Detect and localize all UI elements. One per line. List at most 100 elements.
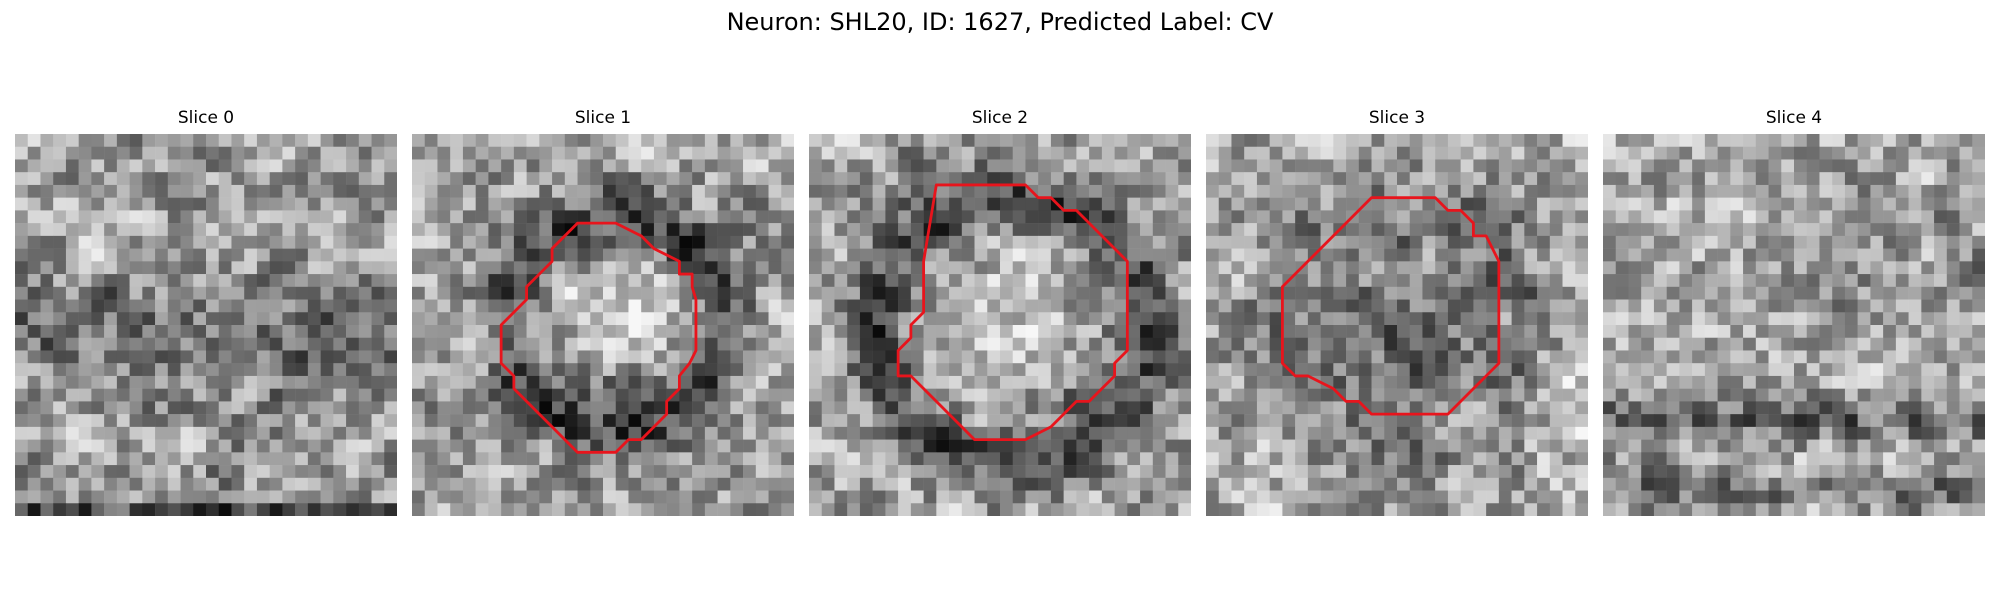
image-pixel <box>859 312 873 326</box>
image-pixel <box>1178 172 1191 186</box>
image-pixel <box>1486 452 1500 466</box>
image-pixel <box>834 350 848 364</box>
image-pixel <box>1653 146 1667 160</box>
image-pixel <box>155 299 169 313</box>
image-pixel <box>898 299 912 313</box>
image-pixel <box>1755 274 1769 288</box>
image-pixel <box>1883 350 1897 364</box>
image-pixel <box>615 299 629 313</box>
image-pixel <box>1101 184 1115 198</box>
image-pixel <box>1895 159 1909 173</box>
image-pixel <box>307 197 321 211</box>
image-pixel <box>1641 401 1655 415</box>
image-pixel <box>1603 286 1616 300</box>
image-pixel <box>1895 375 1909 389</box>
image-pixel <box>1666 490 1680 504</box>
image-pixel <box>577 146 591 160</box>
image-pixel <box>1537 274 1551 288</box>
image-pixel <box>1486 159 1500 173</box>
image-pixel <box>193 286 207 300</box>
image-pixel <box>1165 465 1179 479</box>
image-pixel <box>295 261 309 275</box>
image-pixel <box>1692 274 1706 288</box>
image-pixel <box>155 452 169 466</box>
image-pixel <box>1498 325 1512 338</box>
image-pixel <box>1857 477 1871 491</box>
image-pixel <box>1447 503 1461 516</box>
image-pixel <box>1447 452 1461 466</box>
image-pixel <box>1244 465 1258 479</box>
image-pixel <box>1498 401 1512 415</box>
image-pixel <box>371 286 385 300</box>
image-pixel <box>513 426 527 440</box>
image-pixel <box>1152 426 1166 440</box>
image-pixel <box>526 197 540 211</box>
image-pixel <box>552 388 566 402</box>
image-pixel <box>641 325 655 338</box>
image-pixel <box>1511 388 1525 402</box>
image-pixel <box>1165 146 1179 160</box>
image-pixel <box>539 490 553 504</box>
image-pixel <box>320 503 334 516</box>
image-pixel <box>1307 299 1321 313</box>
image-pixel <box>1473 312 1487 326</box>
image-pixel <box>320 223 334 237</box>
image-pixel <box>450 375 464 389</box>
image-pixel <box>1012 452 1026 466</box>
image-pixel <box>1422 210 1436 224</box>
image-pixel <box>809 235 822 249</box>
image-pixel <box>1076 375 1090 389</box>
image-pixel <box>1946 261 1960 275</box>
image-pixel <box>1537 439 1551 453</box>
image-pixel <box>590 337 604 351</box>
image-pixel <box>1346 223 1360 237</box>
image-pixel <box>231 134 245 147</box>
image-pixel <box>437 426 451 440</box>
image-pixel <box>679 439 693 453</box>
image-pixel <box>961 477 975 491</box>
image-pixel <box>781 363 794 377</box>
image-pixel <box>923 261 937 275</box>
image-pixel <box>65 210 79 224</box>
image-pixel <box>1346 401 1360 415</box>
image-pixel <box>603 363 616 377</box>
image-pixel <box>1012 490 1026 504</box>
image-pixel <box>1165 477 1179 491</box>
image-pixel <box>104 223 118 237</box>
image-pixel <box>1397 210 1410 224</box>
image-pixel <box>1537 350 1551 364</box>
image-pixel <box>1819 465 1833 479</box>
image-pixel <box>15 414 28 428</box>
image-pixel <box>1295 134 1309 147</box>
image-pixel <box>666 235 680 249</box>
image-pixel <box>180 286 194 300</box>
image-pixel <box>91 299 105 313</box>
slice-image-0 <box>15 134 397 516</box>
image-pixel <box>1704 235 1718 249</box>
image-pixel <box>1921 439 1935 453</box>
image-pixel <box>1089 286 1103 300</box>
image-pixel <box>1333 274 1347 288</box>
image-pixel <box>1218 312 1232 326</box>
image-pixel <box>450 172 464 186</box>
image-pixel <box>1165 388 1179 402</box>
image-pixel <box>450 146 464 160</box>
image-pixel <box>15 312 28 326</box>
image-pixel <box>910 363 924 377</box>
image-pixel <box>1755 439 1769 453</box>
image-pixel <box>1819 146 1833 160</box>
image-pixel <box>1934 426 1948 440</box>
image-pixel <box>577 363 591 377</box>
image-pixel <box>193 146 207 160</box>
image-pixel <box>1549 197 1563 211</box>
image-pixel <box>1562 439 1576 453</box>
image-pixel <box>1447 197 1461 211</box>
image-pixel <box>320 299 334 313</box>
image-pixel <box>1397 159 1410 173</box>
image-pixel <box>1127 235 1141 249</box>
image-pixel <box>603 210 616 224</box>
image-pixel <box>307 210 321 224</box>
image-pixel <box>1244 388 1258 402</box>
image-pixel <box>1641 261 1655 275</box>
image-pixel <box>384 274 397 288</box>
